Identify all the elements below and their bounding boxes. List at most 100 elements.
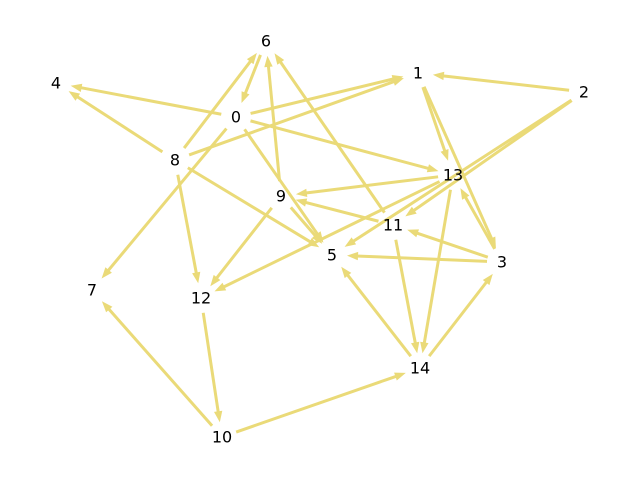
edge-line <box>250 119 431 171</box>
edge-line <box>250 77 396 115</box>
edge-2-to-11 <box>405 99 573 217</box>
edge-line <box>441 74 570 92</box>
edge-line <box>304 175 439 195</box>
edge-line <box>289 206 318 238</box>
edge-line <box>355 254 488 263</box>
edge-line <box>182 59 253 149</box>
edge-0-to-7 <box>101 127 228 279</box>
edge-line <box>345 273 412 358</box>
arrowhead <box>311 232 323 244</box>
arrowhead <box>440 149 449 161</box>
arrowhead <box>482 273 493 286</box>
edge-13-to-9 <box>295 175 439 197</box>
edge-9-to-5 <box>289 206 323 244</box>
edge-10-to-14 <box>235 372 406 434</box>
node-8: 8 <box>170 151 180 170</box>
edge-line <box>176 174 199 275</box>
edge-11-to-6 <box>274 53 386 214</box>
edge-2-to-1 <box>432 71 570 92</box>
arrowhead <box>432 71 445 81</box>
edge-line <box>463 195 496 250</box>
arrowhead <box>214 410 223 423</box>
edge-line <box>188 79 396 157</box>
arrowhead <box>264 55 273 68</box>
edge-2-to-5 <box>344 98 573 247</box>
edge-14-to-5 <box>341 266 412 358</box>
arrowhead <box>344 237 357 247</box>
arrowhead <box>246 52 257 65</box>
node-1: 1 <box>413 64 423 83</box>
node-11: 11 <box>383 216 403 235</box>
node-3: 3 <box>497 253 507 272</box>
edge-0-to-4 <box>70 83 222 116</box>
node-7: 7 <box>87 281 97 300</box>
edge-line <box>79 85 222 116</box>
edge-8-to-12 <box>176 174 201 284</box>
edges-layer <box>68 52 573 434</box>
edge-3-to-5 <box>347 251 488 263</box>
arrowhead <box>407 229 419 238</box>
arrowhead <box>210 274 221 287</box>
edge-8-to-4 <box>68 91 164 154</box>
arrowhead <box>101 267 112 279</box>
arrowhead <box>101 301 113 313</box>
edge-line <box>75 94 164 154</box>
arrowhead <box>214 282 227 292</box>
node-0: 0 <box>231 108 241 127</box>
edge-9-to-12 <box>210 206 273 287</box>
edge-line <box>243 128 320 237</box>
node-12: 12 <box>191 289 211 308</box>
edge-3-to-11 <box>407 229 489 259</box>
arrowhead <box>341 266 352 279</box>
node-5: 5 <box>327 246 337 265</box>
edge-10-to-7 <box>101 301 214 427</box>
arrowhead <box>392 77 404 86</box>
edge-line <box>415 231 489 259</box>
node-10: 10 <box>212 428 232 447</box>
edge-line <box>394 239 418 345</box>
arrowhead <box>274 53 285 65</box>
edge-3-to-13 <box>460 188 496 250</box>
edge-line <box>235 374 398 434</box>
edge-13-to-14 <box>420 189 452 354</box>
edge-line <box>106 127 228 273</box>
arrowhead <box>426 164 439 173</box>
arrowhead <box>405 206 417 217</box>
node-14: 14 <box>410 359 430 378</box>
edge-line <box>266 64 282 182</box>
arrowhead <box>394 372 406 381</box>
edge-line <box>243 54 262 96</box>
node-13: 13 <box>443 166 463 185</box>
edge-line <box>106 306 214 427</box>
arrowhead <box>347 251 359 261</box>
node-2: 2 <box>579 83 589 102</box>
arrowhead <box>420 341 429 354</box>
node-6: 6 <box>261 32 271 51</box>
edge-6-to-0 <box>241 54 262 103</box>
edge-12-to-10 <box>201 312 223 423</box>
edge-line <box>201 312 220 414</box>
edge-line <box>422 86 494 241</box>
arrowhead <box>192 271 201 284</box>
edge-9-to-6 <box>264 55 282 182</box>
edge-11-to-9 <box>295 198 379 223</box>
edge-8-to-6 <box>182 52 257 149</box>
edge-8-to-1 <box>188 77 404 157</box>
edge-13-to-12 <box>214 180 441 292</box>
arrowhead <box>295 198 308 207</box>
arrowhead <box>411 341 420 354</box>
arrowhead <box>241 91 250 103</box>
edge-line <box>278 59 386 214</box>
edge-line <box>411 99 573 213</box>
edge-line <box>187 166 313 244</box>
edge-line <box>221 180 441 289</box>
edge-line <box>214 206 273 281</box>
arrowhead <box>295 188 308 197</box>
arrowhead <box>70 83 83 92</box>
edge-line <box>421 86 447 153</box>
arrowhead <box>460 188 470 200</box>
edge-14-to-3 <box>427 273 493 358</box>
